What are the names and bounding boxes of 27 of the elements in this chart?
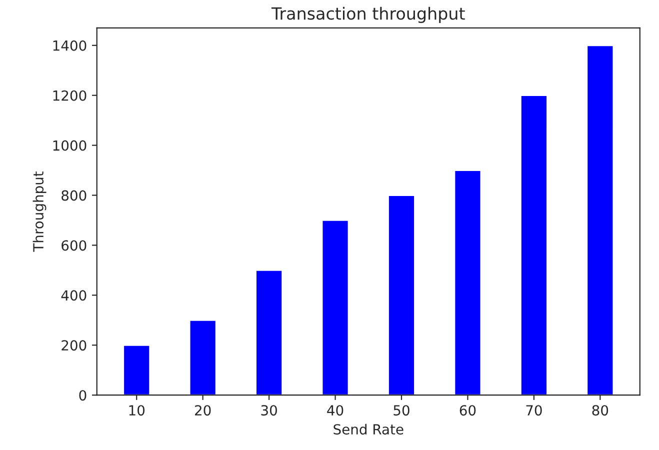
bar	[586, 44, 614, 396]
y-axis-title: Throughput	[32, 172, 46, 252]
bar	[388, 194, 416, 396]
bar	[122, 344, 151, 396]
bar	[520, 94, 548, 396]
x-tick-label: 10	[129, 405, 145, 416]
x-tick-label: 80	[592, 405, 608, 416]
y-tick-label: 800	[62, 190, 86, 201]
x-tick-label: 50	[394, 405, 410, 416]
y-tick-label: 1200	[53, 90, 86, 101]
bar	[255, 270, 283, 396]
y-tick-label: 400	[61, 290, 86, 301]
chart-title: Transaction throughput	[271, 6, 465, 24]
y-tick-label: 600	[62, 240, 86, 251]
y-tick-label: 200	[62, 340, 86, 351]
x-tick-label: 20	[195, 405, 211, 416]
y-tick-label: 1400	[53, 40, 86, 51]
x-axis-title: Send Rate	[334, 424, 404, 435]
y-tick-label: 1000	[53, 140, 86, 151]
x-tick-label: 60	[460, 405, 476, 416]
x-tick-label: 40	[327, 405, 344, 416]
y-tick-label: 0	[79, 390, 86, 401]
x-tick-label: 70	[526, 405, 542, 416]
bar	[454, 170, 482, 396]
bar	[188, 319, 217, 396]
x-tick-label: 30	[261, 405, 277, 416]
bar	[321, 220, 350, 396]
